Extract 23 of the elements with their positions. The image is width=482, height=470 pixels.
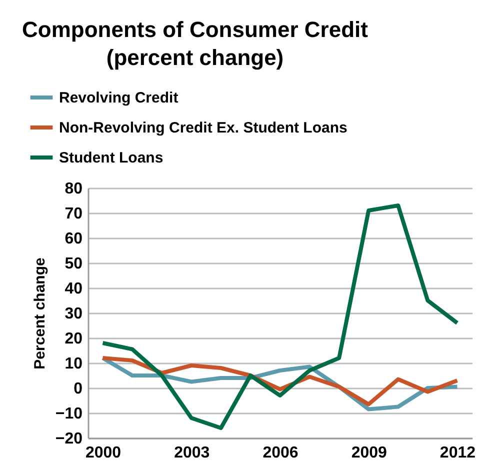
y-tick-label: 60 [64, 230, 83, 248]
y-tick-label: −20 [55, 430, 83, 448]
y-axis-title: Percent change [31, 258, 48, 370]
y-tick-label: 80 [64, 180, 83, 198]
x-tick-label: 2003 [174, 444, 210, 462]
chart-subtitle: (percent change) [106, 45, 284, 70]
x-tick-label: 2000 [85, 444, 122, 462]
y-tick-label: 10 [64, 356, 83, 372]
x-tick-label: 2012 [440, 444, 476, 462]
legend-label: Revolving Credit [59, 90, 178, 106]
x-tick-label: 2009 [351, 444, 388, 462]
x-tick-label: 2006 [262, 444, 298, 462]
y-tick-label: −10 [55, 406, 83, 422]
chart-title: Components of Consumer Credit [22, 17, 369, 42]
y-tick-label: 20 [64, 330, 83, 348]
y-tick-label: 40 [64, 280, 83, 298]
y-tick-label: 30 [64, 306, 83, 322]
y-tick-label: 70 [64, 206, 83, 222]
y-tick-label: 50 [64, 256, 83, 272]
legend-label: Non-Revolving Credit Ex. Student Loans [59, 120, 348, 136]
line-series [100, 204, 460, 430]
legend-label: Student Loans [59, 150, 164, 166]
y-tick-label: 0 [74, 380, 83, 398]
